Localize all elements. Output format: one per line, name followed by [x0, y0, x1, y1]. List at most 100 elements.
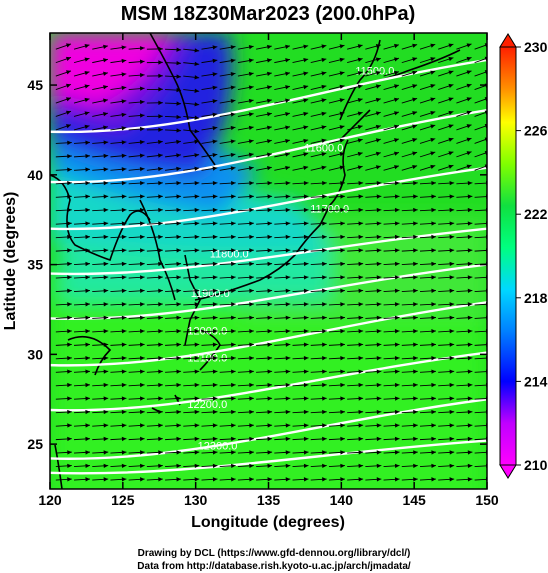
- wind-arrow-head: [375, 44, 381, 49]
- wind-arrow-head: [231, 302, 236, 307]
- wind-arrow-head: [176, 60, 182, 66]
- temperature-field-shading: [50, 33, 487, 489]
- wind-arrow-head: [303, 355, 309, 361]
- wind-arrow-head: [103, 44, 108, 49]
- wind-arrow-head: [103, 382, 109, 388]
- wind-arrow-head: [322, 396, 327, 401]
- wind-arrow-head: [285, 71, 290, 76]
- wind-arrow-head: [194, 180, 200, 186]
- contour-line: [50, 166, 487, 231]
- wind-arrow-head: [376, 302, 382, 307]
- wind-arrow-head: [430, 97, 436, 102]
- wind-arrow-head: [176, 194, 182, 199]
- wind-arrow-head: [394, 111, 399, 116]
- wind-arrow: [474, 398, 487, 400]
- wind-arrow-head: [194, 261, 200, 267]
- wind-arrow-head: [413, 329, 418, 334]
- wind-arrow-head: [212, 85, 218, 90]
- wind-arrow-head: [466, 43, 472, 48]
- wind-arrow-head: [340, 423, 345, 428]
- wind-arrow-head: [230, 112, 236, 117]
- wind-arrow-head: [158, 261, 163, 267]
- wind-arrow-head: [303, 275, 309, 280]
- wind-arrow-head: [430, 151, 436, 156]
- wind-arrow-head: [303, 396, 309, 401]
- wind-arrow-head: [121, 302, 127, 307]
- x-tick-label: 120: [38, 492, 62, 508]
- wind-arrow-head: [85, 194, 91, 199]
- wind-arrow-head: [303, 138, 309, 144]
- wind-arrow-head: [158, 87, 163, 92]
- wind-arrow-head: [249, 342, 254, 347]
- wind-arrow-head: [467, 315, 473, 320]
- wind-arrow-head: [67, 396, 72, 401]
- wind-arrow-head: [158, 46, 163, 52]
- wind-arrow-head: [303, 152, 309, 157]
- wind-arrow-head: [85, 477, 91, 482]
- wind-arrow-head: [321, 165, 327, 170]
- wind-arrow-head: [65, 83, 71, 88]
- wind-arrow-head: [103, 436, 109, 442]
- y-tick-label: 45: [27, 77, 43, 93]
- wind-arrow-head: [449, 302, 455, 307]
- wind-arrow-head: [285, 98, 290, 103]
- wind-arrow-head: [376, 234, 382, 240]
- wind-arrow-head: [212, 152, 218, 158]
- x-axis-label: Longitude (degrees): [191, 514, 345, 531]
- wind-arrow-head: [121, 463, 127, 469]
- wind-arrow-head: [212, 234, 218, 240]
- wind-arrow-head: [103, 409, 109, 415]
- contour-line: [50, 439, 487, 475]
- wind-arrow-head: [340, 234, 345, 240]
- wind-arrow-head: [467, 436, 473, 442]
- wind-arrow-head: [394, 409, 400, 415]
- wind-arrow-head: [267, 261, 273, 267]
- contour-line: [50, 109, 487, 184]
- wind-arrow-head: [431, 221, 436, 226]
- wind-arrow-head: [375, 70, 381, 76]
- wind-arrow-head: [65, 70, 71, 75]
- wind-arrow-head: [121, 112, 127, 118]
- wind-arrow-head: [303, 463, 309, 469]
- wind-arrow-head: [67, 436, 72, 442]
- wind-arrow-head: [394, 234, 400, 240]
- wind-arrow-head: [358, 355, 364, 361]
- wind-arrow-head: [394, 97, 399, 102]
- wind-arrow-head: [103, 98, 108, 103]
- wind-arrow-head: [176, 248, 182, 253]
- colorbar-tick-label: 230: [524, 39, 548, 55]
- wind-arrow-head: [67, 369, 72, 374]
- wind-arrow-head: [231, 450, 236, 455]
- wind-arrow-head: [340, 396, 345, 401]
- wind-arrow-head: [176, 396, 182, 401]
- wind-arrow-head: [431, 261, 436, 267]
- wind-arrow-head: [467, 423, 473, 428]
- wind-arrow-head: [394, 355, 400, 361]
- wind-arrow-head: [394, 288, 400, 294]
- wind-arrow-head: [322, 234, 327, 240]
- wind-arrow-head: [358, 194, 364, 199]
- wind-arrow-head: [249, 194, 254, 199]
- wind-arrow-head: [67, 154, 72, 159]
- wind-arrow-head: [430, 84, 436, 89]
- wind-arrow-head: [139, 59, 145, 64]
- wind-arrow-head: [303, 315, 309, 320]
- wind-arrow-head: [85, 450, 91, 455]
- wind-arrow-head: [231, 221, 236, 226]
- wind-arrow-head: [103, 302, 109, 307]
- wind-arrow-head: [285, 125, 290, 130]
- wind-arrow-head: [212, 261, 218, 267]
- wind-arrow-head: [285, 423, 291, 428]
- x-tick-label: 130: [184, 492, 208, 508]
- wind-arrow-head: [431, 342, 436, 347]
- wind-arrow-head: [140, 315, 145, 320]
- wind-arrow: [474, 465, 487, 468]
- wind-arrow-head: [140, 463, 145, 469]
- wind-arrow-head: [248, 125, 254, 131]
- wind-arrow-head: [139, 99, 145, 105]
- wind-arrow-head: [194, 369, 200, 374]
- wind-arrow-head: [84, 70, 90, 76]
- wind-arrow-head: [230, 45, 236, 50]
- wind-arrow-head: [394, 329, 400, 334]
